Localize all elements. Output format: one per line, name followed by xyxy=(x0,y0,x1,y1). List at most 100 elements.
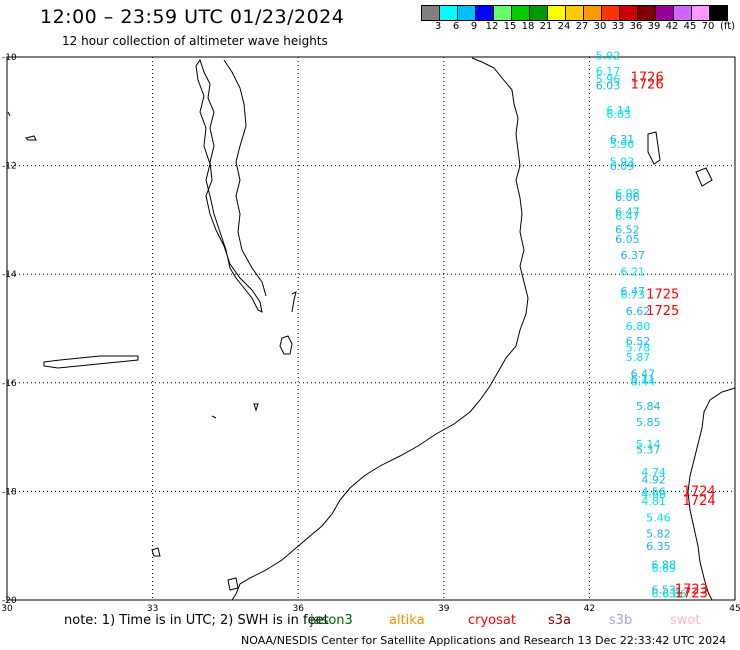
small-river-mark xyxy=(291,291,297,313)
colorbar-tick-label: 39 xyxy=(647,21,661,32)
longitude-tick-label: 45 xyxy=(729,604,740,614)
longitude-tick-label: 42 xyxy=(584,604,595,614)
axis-labels: 30 33 36 39 42 45 -10 -12 -14 -16 -18 -20 xyxy=(1,53,740,614)
swh-value: 4.68 xyxy=(641,488,666,501)
swh-value: 6.47 xyxy=(615,210,640,223)
swh-value: 6.21 xyxy=(620,265,645,278)
latitude-tick-label: -20 xyxy=(2,596,17,606)
colorbar-tick-label: 15 xyxy=(503,21,517,32)
swh-value: 6.52 xyxy=(615,223,640,236)
swh-value: 6.17 xyxy=(596,65,621,78)
longitude-tick-label: 39 xyxy=(438,604,450,614)
comoros-grande-comore xyxy=(647,131,661,165)
swh-value: 6.47 xyxy=(615,206,640,219)
footer-credit: NOAA/NESDIS Center for Satellite Applica… xyxy=(241,634,727,647)
swh-value: 6.11 xyxy=(631,373,656,386)
swh-value: 6.63 xyxy=(652,587,677,600)
latitude-tick-label: -16 xyxy=(2,379,17,389)
swh-value: 5.82 xyxy=(646,528,671,541)
satellite-legend-item: swot xyxy=(670,613,701,628)
lake-chilwa-outline xyxy=(279,335,293,355)
swh-value: 6.52 xyxy=(626,335,651,348)
small-lake-south xyxy=(227,577,239,591)
small-lake-mark xyxy=(253,403,259,412)
swh-value: 6.09 xyxy=(610,160,635,173)
satellite-legend-item: s3b xyxy=(609,613,633,628)
satellite-legend-item: cryosat xyxy=(468,613,516,628)
longitude-tick-label: 36 xyxy=(292,604,304,614)
colorbar-tick-label: 30 xyxy=(593,21,607,32)
colorbar-tick-label: 21 xyxy=(539,21,553,32)
orbit-number: 1726 xyxy=(631,77,664,92)
mozambique-coastline xyxy=(231,57,529,601)
colorbar-tick-label: 18 xyxy=(521,21,535,32)
swh-value: 6.47 xyxy=(631,367,656,380)
swh-value: 5.37 xyxy=(636,443,661,456)
swh-value: 4.56 xyxy=(641,486,666,499)
swh-value: 4.92 xyxy=(641,473,666,486)
latitude-tick-label: -12 xyxy=(2,162,17,172)
satellite-legend-item: altika xyxy=(389,613,425,628)
swh-value: 6.73 xyxy=(620,289,645,302)
swh-observations: 5.926.175.966.036.146.036.315.905.936.09… xyxy=(596,50,687,601)
swh-value: 6.35 xyxy=(646,540,671,553)
lake-kariba-outline xyxy=(43,355,139,369)
coastlines xyxy=(7,57,736,601)
colorbar-tick-label: 6 xyxy=(452,21,460,32)
small-lake-cahora xyxy=(151,547,161,557)
swh-value: 5.90 xyxy=(610,138,635,151)
colorbar-tick-label: 3 xyxy=(434,21,442,32)
swh-value: 6.69 xyxy=(652,562,677,575)
orbit-number: 1726 xyxy=(631,70,664,85)
swh-value: 6.14 xyxy=(606,104,631,117)
colorbar-unit: (ft) xyxy=(720,21,736,32)
colorbar-tick-label: 45 xyxy=(683,21,697,32)
swh-value: 6.80 xyxy=(626,320,651,333)
swh-value: 6.37 xyxy=(620,249,645,262)
orbit-number: 1723 xyxy=(675,582,708,597)
lake-malawi-east-shore xyxy=(223,59,267,297)
small-lake-west xyxy=(7,111,11,117)
swh-value: 5.46 xyxy=(646,511,671,524)
swh-value: 6.44 xyxy=(631,376,656,389)
swh-value: 4.74 xyxy=(641,466,666,479)
colorbar-tick-label: 9 xyxy=(470,21,478,32)
units-note: note: 1) Time is in UTC; 2) SWH is in fe… xyxy=(64,613,329,628)
swh-value: 6.03 xyxy=(606,108,631,121)
swh-value: 6.31 xyxy=(610,133,635,146)
small-lake-bangweulu xyxy=(25,135,37,141)
swh-value: 6.05 xyxy=(615,233,640,246)
swh-value: 6.06 xyxy=(615,191,640,204)
swh-value: 5.87 xyxy=(626,351,651,364)
satellite-legend-item: jason3 xyxy=(310,613,353,628)
swh-value: 4.81 xyxy=(641,495,666,508)
orbit-number: 1725 xyxy=(646,288,679,303)
satellite-legend-item: s3a xyxy=(548,613,572,628)
swh-value: 5.14 xyxy=(636,438,661,451)
map-gridlines xyxy=(7,57,735,600)
lake-malawi-outline xyxy=(195,58,263,313)
madagascar-coastline xyxy=(687,387,736,601)
swh-value: 6.03 xyxy=(596,80,621,93)
latitude-tick-label: -14 xyxy=(2,270,17,280)
swh-value: 6.47 xyxy=(620,285,645,298)
map-frame xyxy=(6,56,736,601)
colorbar-labels: 3 6 9 12 15 18 21 24 27 30 33 36 39 42 45 70 (ft) xyxy=(422,21,740,33)
colorbar-swatch xyxy=(709,5,728,21)
orbit-number: 1724 xyxy=(683,494,716,509)
swh-value: 6.53 xyxy=(652,583,677,596)
latitude-tick-label: -18 xyxy=(2,487,17,497)
latitude-tick-label: -10 xyxy=(2,53,17,63)
small-lake-mark-2 xyxy=(211,415,217,419)
swh-value: 6.62 xyxy=(626,305,651,318)
orbit-number: 1723 xyxy=(675,586,708,601)
wave-height-colorbar xyxy=(421,5,728,21)
longitude-tick-label: 30 xyxy=(1,604,13,614)
swh-value: 5.85 xyxy=(636,416,661,429)
comoros-anjouan xyxy=(695,167,713,187)
chart-title: 12:00 – 23:59 UTC 01/23/2024 xyxy=(40,6,345,28)
colorbar-tick-label: 70 xyxy=(701,21,715,32)
swh-value: 5.96 xyxy=(596,73,621,86)
